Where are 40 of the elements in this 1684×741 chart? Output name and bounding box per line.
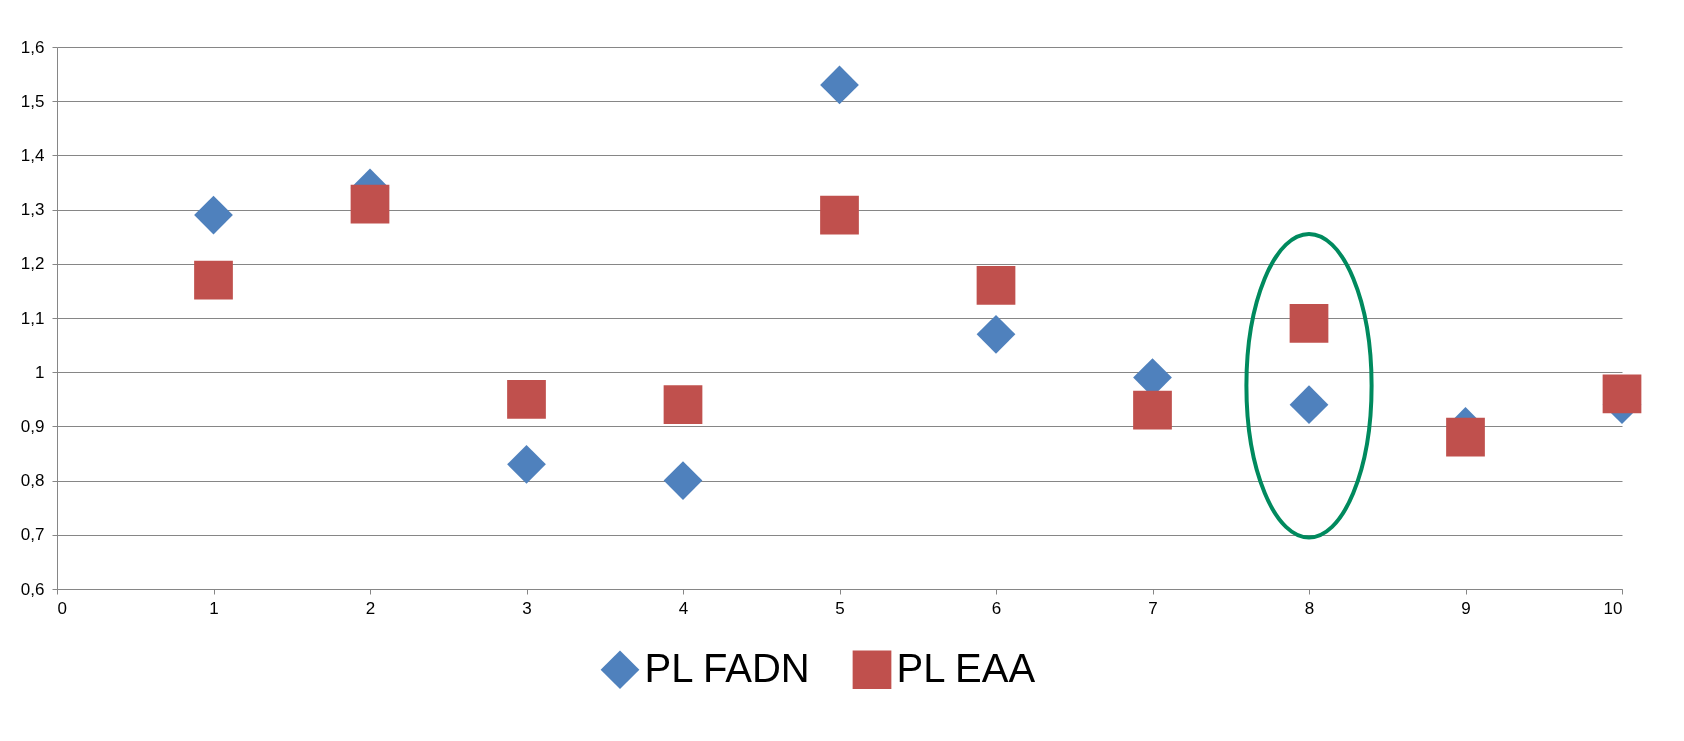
y-tick-label: 1,6 [20,37,45,57]
x-tick-label: 10 [1603,598,1623,618]
point [663,461,703,500]
x-tick-label: 7 [1148,598,1158,618]
x-tick-label: 0 [57,598,67,618]
y-tick-label: 1,5 [20,91,45,111]
point [820,195,859,235]
point [507,444,546,484]
point [976,314,1016,354]
x-tick-label: 3 [522,598,532,618]
point [976,266,1016,305]
point [194,195,233,235]
point [1602,374,1642,414]
point [820,65,859,105]
point [1446,417,1485,457]
x-tick-label: 8 [1304,598,1315,618]
point [1133,390,1172,430]
legend-label: PL EAA [896,645,1036,690]
y-tick-label: 1,1 [20,308,45,328]
x-tick-label: 5 [835,598,845,618]
y-tick-label: 0,6 [20,579,45,599]
point [1289,385,1329,425]
y-tick-label: 1,2 [20,254,45,274]
x-tick-label: 4 [678,598,689,618]
y-tick-label: 0,7 [20,525,45,545]
y-tick-label: 1,3 [20,200,45,220]
legend-label: PL FADN [644,645,810,690]
x-tick-label: 2 [365,598,376,618]
y-tick-label: 0,9 [20,416,45,436]
y-tick-label: 1 [35,362,45,382]
x-tick-label: 9 [1461,598,1471,618]
point [1289,304,1329,343]
point [194,260,233,300]
x-tick-label: 1 [209,598,219,618]
y-tick-label: 1,4 [20,145,45,165]
y-tick-label: 0,8 [20,471,45,491]
point [507,379,546,419]
point [350,184,390,224]
point [663,385,703,425]
x-tick-label: 6 [991,598,1002,618]
